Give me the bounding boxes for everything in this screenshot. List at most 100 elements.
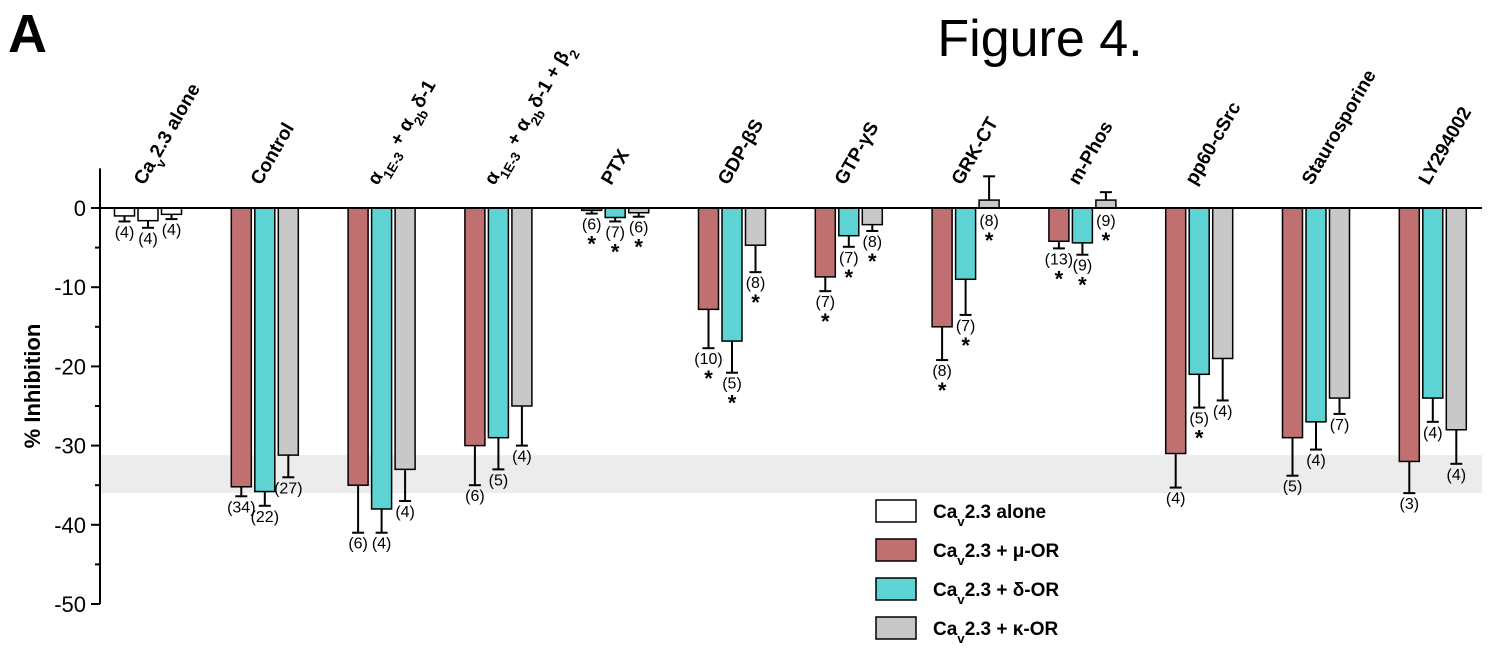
- n-label: (27): [274, 480, 302, 497]
- significance-marker: *: [1102, 228, 1111, 253]
- chart-title: Figure 4.: [937, 10, 1142, 68]
- legend-label-part: 2.3 + κ-OR: [965, 619, 1059, 640]
- bar: [137, 207, 159, 222]
- n-label: (8): [979, 213, 999, 230]
- n-label: (6): [348, 536, 368, 553]
- bar: [604, 207, 626, 219]
- bar: [744, 207, 767, 246]
- n-label: (6): [582, 217, 602, 234]
- bar: [1328, 207, 1351, 399]
- bar: [1164, 207, 1187, 455]
- x-category-label-part: 1E-3: [380, 149, 407, 181]
- x-category-label: Staurosporine: [1298, 66, 1381, 188]
- x-category-label-part: 2.3 alone: [146, 80, 205, 161]
- bar: [1095, 199, 1117, 209]
- bar: [394, 207, 416, 471]
- n-label: (7): [956, 318, 976, 335]
- significance-marker: *: [704, 366, 713, 391]
- significance-marker: *: [1078, 273, 1087, 298]
- y-tick-label: -20: [54, 354, 86, 379]
- n-label: (7): [1330, 417, 1350, 434]
- n-label: (10): [694, 351, 722, 368]
- n-label: (5): [722, 376, 742, 393]
- n-label: (34): [227, 499, 255, 516]
- bar: [277, 207, 300, 456]
- legend-label: Cav2.3 + δ-OR: [933, 580, 1059, 607]
- significance-marker: *: [938, 378, 947, 403]
- bar: [113, 207, 136, 217]
- y-axis-label: % Inhibition: [20, 324, 45, 449]
- n-label: (13): [1045, 251, 1073, 268]
- n-label: (4): [1423, 425, 1443, 442]
- n-label: (4): [1447, 467, 1467, 484]
- n-label: (3): [1400, 496, 1420, 513]
- x-category-label: GDP-βS: [714, 116, 768, 189]
- n-label: (4): [512, 449, 532, 466]
- significance-marker: *: [634, 235, 643, 260]
- x-category-label-part: 2b: [410, 107, 431, 128]
- legend-swatch: [875, 538, 917, 562]
- legend-label-part: 2.3 + μ-OR: [965, 541, 1060, 562]
- n-label: (8): [863, 234, 883, 251]
- x-category-label: PTX: [597, 146, 634, 189]
- bar: [1281, 207, 1304, 439]
- n-label: (8): [746, 275, 766, 292]
- n-label: (4): [138, 231, 158, 248]
- bar: [1398, 207, 1421, 463]
- n-label: (9): [1096, 213, 1116, 230]
- legend-label: Cav2.3 alone: [933, 502, 1046, 529]
- x-category-label: α1E-3 + α2bδ-1 + β2: [481, 41, 583, 191]
- bar: [1422, 207, 1444, 399]
- n-label: (4): [395, 504, 415, 521]
- n-label: (22): [251, 509, 279, 526]
- panel-label: A: [8, 4, 47, 64]
- significance-marker: *: [868, 249, 877, 274]
- n-label: (4): [115, 224, 135, 241]
- bar: [1071, 207, 1094, 244]
- bar: [954, 207, 977, 281]
- bar: [697, 207, 720, 311]
- legend-label-part: v: [957, 514, 965, 529]
- legend-label-part: Ca: [933, 502, 958, 523]
- n-label: (4): [1306, 453, 1326, 470]
- legend-label-part: Ca: [933, 541, 958, 562]
- n-label: (5): [1283, 479, 1303, 496]
- x-category-label-part: 2b: [527, 107, 548, 128]
- x-category-label-part: 1E-3: [496, 149, 523, 181]
- x-category-label: GTP-γS: [831, 119, 883, 189]
- n-label: (8): [932, 363, 952, 380]
- legend-label-part: v: [957, 631, 965, 646]
- bar: [1188, 207, 1210, 376]
- n-label: (4): [1166, 491, 1186, 508]
- significance-marker: *: [587, 232, 596, 257]
- legend-label: Cav2.3 + μ-OR: [933, 541, 1059, 568]
- bar: [1445, 207, 1468, 431]
- n-label: (4): [1213, 403, 1233, 420]
- x-category-label: α1E-3 + α2bδ-1: [364, 76, 446, 191]
- legend-label-part: v: [957, 592, 965, 607]
- x-category-label: Cav2.3 alone: [130, 80, 209, 191]
- significance-marker: *: [845, 265, 854, 290]
- y-tick-label: 0: [74, 196, 86, 221]
- bar: [464, 207, 486, 447]
- n-label: (5): [1189, 411, 1209, 428]
- significance-marker: *: [985, 228, 994, 253]
- significance-marker: *: [1055, 266, 1064, 291]
- n-label: (7): [605, 224, 625, 241]
- bar: [370, 207, 393, 510]
- significance-marker: *: [1195, 426, 1204, 451]
- legend-label-part: 2.3 alone: [965, 502, 1046, 523]
- n-label: (7): [816, 294, 836, 311]
- legend-swatch: [875, 577, 917, 601]
- bar: [861, 207, 884, 226]
- bar: [1305, 207, 1327, 423]
- x-category-label: m-Phos: [1065, 118, 1118, 189]
- bar: [487, 207, 510, 439]
- x-category-label: Control: [247, 120, 299, 189]
- significance-marker: *: [961, 333, 970, 358]
- n-label: (4): [162, 222, 182, 239]
- y-tick-label: -40: [54, 513, 86, 538]
- y-tick-label: -50: [54, 592, 86, 617]
- legend-label-part: Ca: [933, 580, 958, 601]
- legend-label-part: Ca: [933, 619, 958, 640]
